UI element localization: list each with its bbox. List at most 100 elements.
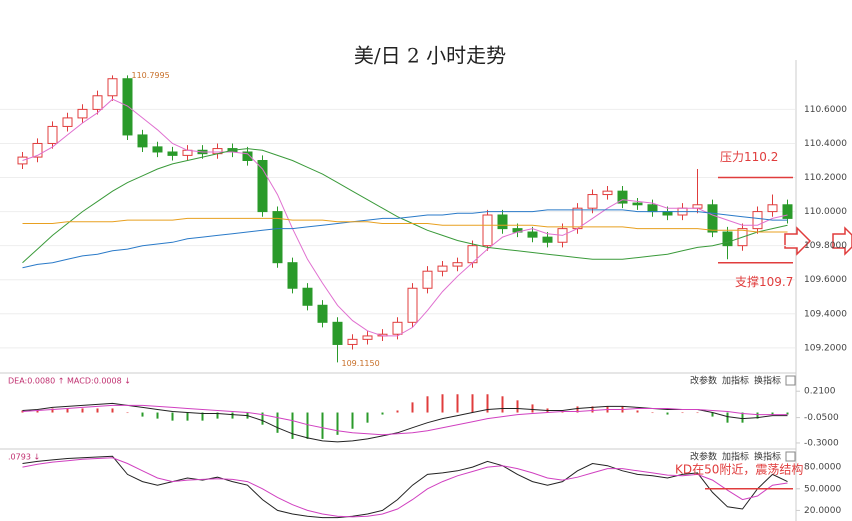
- macd-bar: [726, 412, 729, 423]
- macd-bar: [186, 412, 189, 421]
- candle-body: [92, 95, 103, 110]
- macd-bar: [276, 412, 279, 433]
- indicator-line: [22, 217, 788, 233]
- candle-body: [782, 204, 793, 219]
- macd-bar: [156, 412, 159, 419]
- candle-body: [407, 287, 418, 323]
- candle-body: [362, 335, 373, 340]
- candle-body: [452, 262, 463, 267]
- candle-body: [272, 211, 283, 264]
- macd-bar: [411, 402, 414, 413]
- min-label: 109.1150: [342, 359, 380, 368]
- indicator-line: [22, 98, 788, 337]
- indicator-line: [22, 209, 788, 269]
- indicator-button[interactable]: 改参数: [690, 451, 717, 463]
- y-tick-label: 80.0000: [804, 463, 841, 473]
- candle-body: [32, 142, 43, 158]
- macd-bar: [336, 412, 339, 435]
- y-tick-label: 109.8000: [804, 241, 847, 251]
- annotation: KD在50附近，震荡结构: [675, 461, 803, 476]
- candle-body: [302, 287, 313, 306]
- candle-body: [77, 108, 88, 119]
- y-tick-label: 110.4000: [804, 139, 847, 149]
- candle-body: [287, 262, 298, 289]
- macd-bar: [81, 408, 84, 413]
- y-tick-label: 0.2100: [804, 387, 836, 397]
- macd-bar: [21, 410, 24, 413]
- macd-bar: [306, 412, 309, 439]
- annotation: 压力110.2: [720, 150, 778, 164]
- macd-bar: [96, 408, 99, 413]
- macd-bar: [126, 412, 129, 414]
- macd-bar: [141, 412, 144, 417]
- y-tick-label: -0.0500: [804, 413, 839, 423]
- arrow-icon: [784, 226, 812, 256]
- indicator-button[interactable]: 加指标: [722, 451, 749, 463]
- candle-body: [152, 146, 163, 153]
- candle-body: [482, 214, 493, 247]
- macd-bar: [666, 412, 669, 415]
- macd-bar: [516, 400, 519, 413]
- macd-bar: [591, 406, 594, 413]
- y-tick-label: 109.4000: [804, 309, 847, 319]
- candle-body: [437, 265, 448, 272]
- candle-body: [347, 338, 358, 345]
- candle-body: [137, 134, 148, 148]
- indicator-header: DEA:0.0080 ↑ MACD:0.0008 ↓: [8, 377, 131, 386]
- macd-bar: [366, 412, 369, 423]
- macd-bar: [636, 410, 639, 413]
- y-tick-label: 110.6000: [804, 105, 847, 115]
- candle-body: [692, 204, 703, 209]
- indicator-line: [22, 404, 788, 436]
- indicator-header: .0793 ↓: [8, 453, 40, 462]
- candle-body: [602, 190, 613, 196]
- annotation: 支撑109.7: [735, 274, 793, 289]
- macd-bar: [486, 394, 489, 413]
- macd-bar: [291, 412, 294, 439]
- macd-bar: [471, 394, 474, 413]
- chart-title: 美/日 2 小时走势: [354, 44, 506, 68]
- candle-body: [167, 151, 178, 156]
- arrow-icon: [832, 226, 852, 256]
- y-tick-label: 110.2000: [804, 173, 847, 183]
- candle-body: [527, 231, 538, 238]
- macd-bar: [261, 412, 264, 425]
- candle-body: [332, 321, 343, 345]
- candle-body: [752, 211, 763, 230]
- macd-bar: [741, 412, 744, 423]
- indicator-button[interactable]: 改参数: [690, 375, 717, 387]
- candle-body: [572, 207, 583, 230]
- macd-bar: [396, 410, 399, 413]
- macd-bar: [381, 412, 384, 415]
- indicator-button[interactable]: 加指标: [722, 375, 749, 387]
- candle-body: [647, 204, 658, 213]
- macd-bar: [201, 412, 204, 421]
- macd-bar: [36, 410, 39, 413]
- candle-body: [317, 304, 328, 323]
- candle-body: [47, 125, 58, 144]
- macd-bar: [786, 412, 789, 415]
- macd-bar: [501, 396, 504, 413]
- indicator-button[interactable]: 换指标: [754, 451, 781, 463]
- close-button[interactable]: [785, 451, 796, 462]
- macd-bar: [681, 412, 684, 414]
- candle-body: [122, 78, 133, 136]
- macd-bar: [231, 412, 234, 419]
- macd-bar: [111, 408, 114, 413]
- macd-bar: [711, 412, 714, 417]
- max-label: 110.7995: [132, 71, 170, 80]
- macd-bar: [426, 396, 429, 413]
- macd-bar: [441, 394, 444, 413]
- close-button[interactable]: [785, 375, 796, 386]
- candle-body: [392, 321, 403, 335]
- candle-body: [632, 202, 643, 206]
- macd-bar: [771, 412, 774, 415]
- candle-body: [767, 204, 778, 213]
- indicator-button[interactable]: 换指标: [754, 375, 781, 387]
- y-tick-label: 50.0000: [804, 484, 841, 494]
- candle-body: [62, 117, 73, 127]
- candle-body: [242, 151, 253, 161]
- macd-bar: [531, 404, 534, 413]
- y-tick-label: 109.2000: [804, 343, 847, 353]
